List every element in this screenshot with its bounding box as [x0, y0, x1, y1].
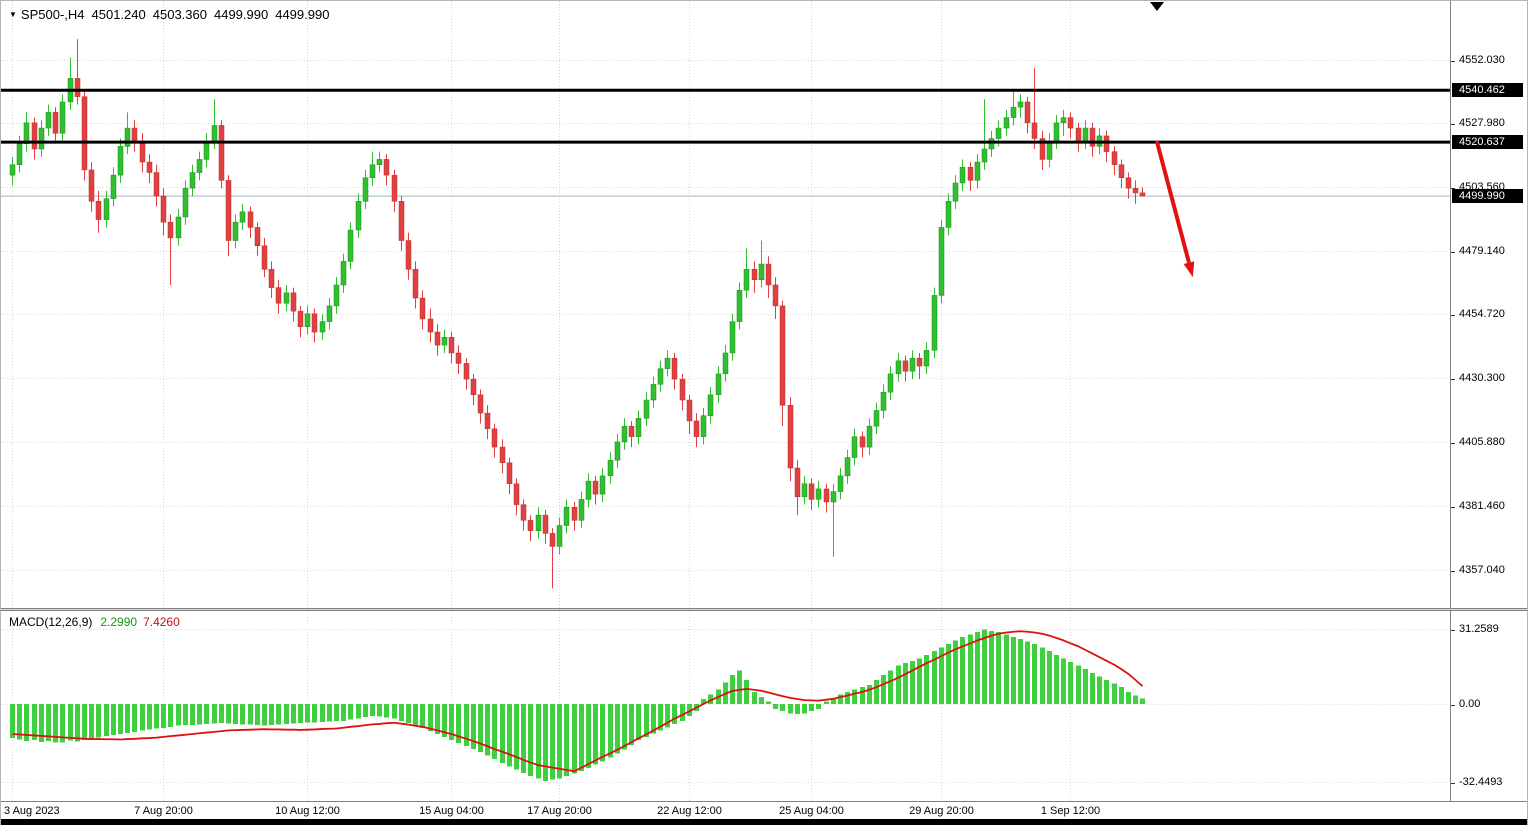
time-tick-label: 22 Aug 12:00 [657, 805, 722, 817]
macd-signal-line [12, 630, 1144, 773]
price-tick-label: 4552.030 [1459, 54, 1505, 66]
macd-tick-label: 0.00 [1459, 698, 1481, 710]
price-badge: 4520.637 [1452, 135, 1523, 149]
price-tick-label: 4430.300 [1459, 372, 1505, 384]
trend-arrow-annotation[interactable] [1154, 140, 1195, 278]
time-tick-label: 29 Aug 20:00 [909, 805, 974, 817]
price-tick-label: 4381.460 [1459, 500, 1505, 512]
macd-main-value: 2.2990 [100, 615, 138, 629]
macd-tick-mark [1451, 704, 1455, 706]
collapse-triangle-icon[interactable]: ▼ [9, 10, 17, 19]
price-badge: 4499.990 [1452, 189, 1523, 203]
candles-layer [9, 39, 1146, 589]
macd-histogram [10, 629, 1145, 781]
macd-indicator-canvas[interactable] [1, 611, 1450, 801]
price-badge: 4540.462 [1452, 83, 1523, 97]
price-tick-mark [1451, 314, 1455, 316]
time-tick-label: 1 Sep 12:00 [1040, 805, 1101, 817]
price-tick-mark [1451, 570, 1455, 572]
price-tick-mark [1451, 60, 1455, 62]
price-tick-label: 4527.980 [1459, 117, 1505, 129]
macd-signal-value: 7.4260 [143, 615, 180, 629]
quote-high: 4503.360 [152, 7, 207, 22]
quote-close: 4499.990 [275, 7, 330, 22]
price-axis[interactable]: 4552.030 4527.980 4503.560 4479.140 4454.720… [1450, 1, 1527, 801]
time-tick-label: 17 Aug 20:00 [527, 805, 592, 817]
price-tick-mark [1451, 506, 1455, 508]
price-tick-mark [1451, 442, 1455, 444]
price-tick-label: 4479.140 [1459, 245, 1505, 257]
time-axis[interactable]: 3 Aug 2023 7 Aug 20:00 10 Aug 12:00 15 Aug … [1, 801, 1527, 819]
macd-grid-layer [1, 611, 1450, 801]
price-tick-mark [1451, 187, 1455, 189]
price-tick-mark [1451, 251, 1455, 253]
time-tick-label: 10 Aug 12:00 [275, 805, 340, 817]
time-tick-label: 15 Aug 04:00 [419, 805, 484, 817]
price-tick-label: 4405.880 [1459, 436, 1505, 448]
chart-shift-marker-icon[interactable] [1150, 2, 1164, 11]
symbol-timeframe-label: SP500-,H4 [20, 7, 85, 22]
price-grid-layer [1, 1, 1450, 609]
macd-tick-label: -32.4493 [1459, 776, 1503, 788]
macd-tick-mark [1451, 629, 1455, 631]
price-tick-mark [1451, 123, 1455, 125]
price-tick-label: 4357.040 [1459, 564, 1505, 576]
symbol-ohlc-header: ▼ SP500-,H4 4501.240 4503.360 4499.990 4499.9… [9, 7, 329, 22]
quote-open: 4501.240 [91, 7, 146, 22]
macd-name: MACD(12,26,9) [9, 615, 93, 629]
time-tick-label: 3 Aug 2023 [4, 805, 60, 817]
macd-indicator-label: MACD(12,26,9) 2.2990 7.4260 [9, 615, 180, 629]
window-bottom-border [1, 819, 1527, 825]
macd-tick-mark [1451, 782, 1455, 784]
price-chart-canvas[interactable] [1, 1, 1450, 609]
time-tick-label: 7 Aug 20:00 [134, 805, 193, 817]
price-tick-mark [1451, 378, 1455, 380]
macd-tick-label: 31.2589 [1459, 623, 1499, 635]
pane-splitter[interactable] [1, 608, 1527, 611]
time-tick-label: 25 Aug 04:00 [779, 805, 844, 817]
price-tick-label: 4454.720 [1459, 308, 1505, 320]
quote-low: 4499.990 [213, 7, 269, 22]
